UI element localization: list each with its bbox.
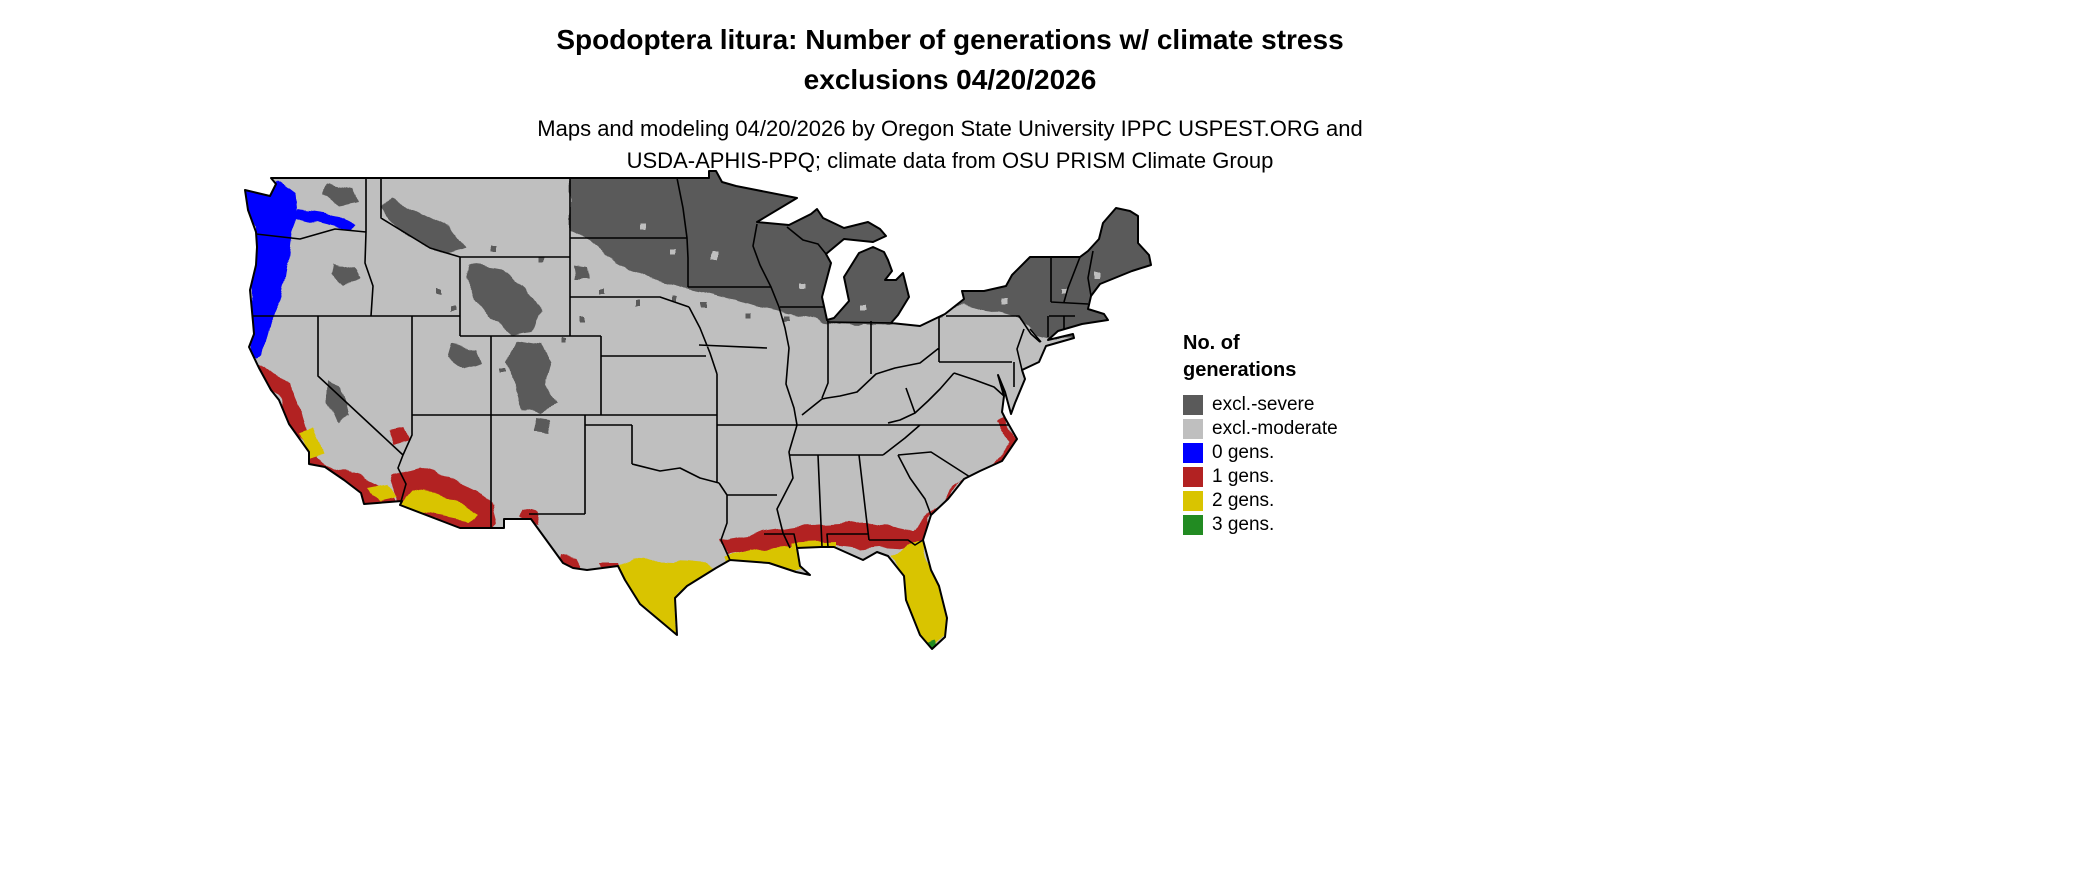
legend-item-3-gens: 3 gens. <box>1183 513 1443 537</box>
legend-label-excl-severe: excl.-severe <box>1212 394 1315 415</box>
legend-item-1-gens: 1 gens. <box>1183 465 1443 489</box>
legend-swatch-excl-severe <box>1183 395 1203 415</box>
severe-block-moderate-speckles <box>640 223 1101 312</box>
legend-label-0-gens: 0 gens. <box>1212 442 1275 463</box>
legend: No. of generations excl.-severe excl.-mo… <box>1183 330 1443 537</box>
map-subtitle-line-2: USDA-APHIS-PPQ; climate data from OSU PR… <box>626 148 1274 173</box>
legend-item-excl-severe: excl.-severe <box>1183 393 1443 417</box>
title-block: Spodoptera litura: Number of generations… <box>240 20 1660 177</box>
legend-swatch-3-gens <box>1183 515 1203 535</box>
map-title-line-2: exclusions 04/20/2026 <box>803 64 1097 95</box>
legend-label-3-gens: 3 gens. <box>1212 514 1275 535</box>
legend-title-line-1: No. of <box>1183 332 1240 354</box>
legend-swatch-0-gens <box>1183 443 1203 463</box>
legend-label-excl-moderate: excl.-moderate <box>1212 418 1338 439</box>
us-generations-map <box>244 170 1152 650</box>
legend-swatch-excl-moderate <box>1183 419 1203 439</box>
subtitle-block: Maps and modeling 04/20/2026 by Oregon S… <box>240 113 1660 177</box>
legend-swatch-1-gens <box>1183 467 1203 487</box>
legend-item-2-gens: 2 gens. <box>1183 489 1443 513</box>
legend-label-2-gens: 2 gens. <box>1212 490 1275 511</box>
legend-label-1-gens: 1 gens. <box>1212 466 1275 487</box>
region-0-gens <box>245 182 356 358</box>
legend-title-line-2: generations <box>1183 359 1297 381</box>
legend-item-excl-moderate: excl.-moderate <box>1183 417 1443 441</box>
legend-item-0-gens: 0 gens. <box>1183 441 1443 465</box>
legend-swatch-2-gens <box>1183 491 1203 511</box>
legend-items: excl.-severe excl.-moderate 0 gens. 1 ge… <box>1183 393 1443 537</box>
map-container <box>240 168 1160 663</box>
state-borders <box>251 177 1094 561</box>
map-subtitle-line-1: Maps and modeling 04/20/2026 by Oregon S… <box>537 116 1363 141</box>
map-title-line-1: Spodoptera litura: Number of generations… <box>556 24 1344 55</box>
